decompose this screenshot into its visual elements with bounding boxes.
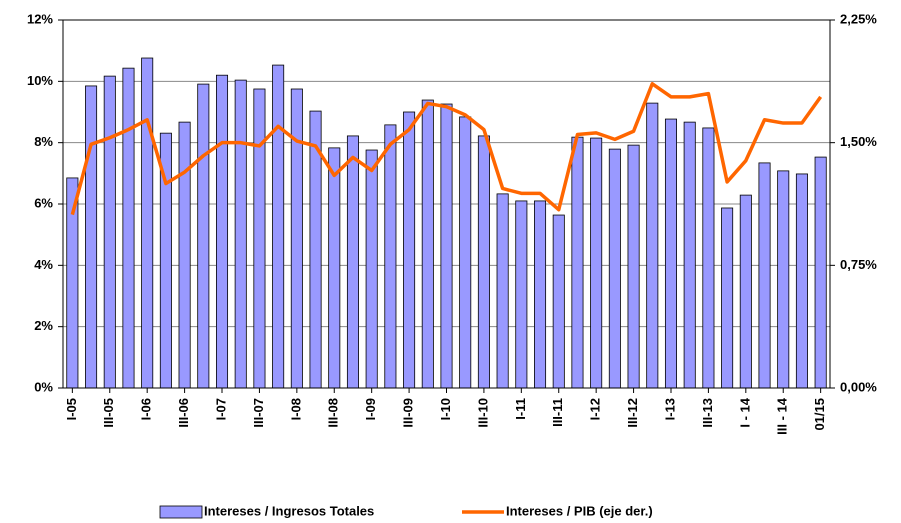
bar	[384, 124, 397, 389]
bar	[403, 111, 416, 389]
bar	[141, 57, 154, 389]
bar	[365, 149, 378, 389]
x-tick-label: III-05	[101, 398, 116, 428]
x-tick-label: III-12	[625, 398, 640, 428]
line	[70, 82, 823, 216]
bar	[739, 194, 752, 389]
bar	[515, 200, 528, 389]
bar	[683, 121, 696, 389]
bar	[421, 99, 434, 389]
x-tick-label: I-13	[662, 398, 677, 420]
bar	[590, 137, 603, 389]
bar	[272, 64, 285, 389]
bar	[758, 162, 771, 389]
y-tick-label: 0%	[34, 379, 53, 394]
bar	[103, 75, 116, 389]
bar	[496, 193, 509, 389]
y2-tick-label: 1,50%	[840, 134, 877, 149]
y2-tick-label: 0,00%	[840, 379, 877, 394]
x-tick-label: I-08	[288, 398, 303, 420]
y-tick-label: 6%	[34, 195, 53, 210]
bar	[234, 79, 247, 389]
legend-swatch	[159, 505, 203, 519]
bar	[85, 85, 98, 389]
bar	[664, 118, 678, 389]
x-tick-label: III-11	[550, 398, 565, 427]
bar	[627, 144, 640, 389]
bar	[702, 127, 715, 389]
bar	[459, 116, 472, 389]
bar	[814, 156, 827, 389]
x-tick-label: I-09	[363, 398, 378, 420]
x-tick-label: I-06	[139, 398, 154, 420]
x-tick-label: III-06	[176, 398, 191, 428]
y-tick-label: 10%	[27, 73, 53, 88]
bar	[346, 135, 359, 389]
bar	[534, 200, 547, 389]
x-tick-label: 01/15	[812, 398, 827, 431]
x-tick-label: III-10	[475, 398, 490, 428]
x-tick-label: I-05	[64, 398, 79, 420]
x-tick-label: I-10	[438, 398, 453, 420]
bar	[328, 147, 341, 389]
legend-label: Intereses / Ingresos Totales	[204, 503, 374, 518]
x-tick-label: III-13	[700, 398, 715, 428]
x-tick-label: III-08	[326, 398, 341, 428]
bar	[178, 121, 191, 389]
x-tick-label: I-07	[213, 398, 228, 420]
bar	[795, 173, 808, 389]
x-tick-label: I-11	[513, 398, 528, 420]
y2-tick-label: 2,25%	[840, 11, 877, 26]
bar	[122, 67, 135, 389]
y-tick-label: 2%	[34, 318, 53, 333]
bar	[646, 102, 659, 389]
y-tick-label: 4%	[34, 257, 53, 272]
x-tick-label: III-09	[401, 398, 416, 428]
bar	[215, 74, 229, 389]
x-tick-label: I-12	[588, 398, 603, 420]
bar	[440, 103, 453, 389]
bar	[721, 207, 734, 389]
x-tick-label: III - 14	[775, 397, 790, 435]
bar	[608, 148, 621, 389]
x-tick-label: III-07	[251, 398, 266, 428]
y2-tick-label: 0,75%	[840, 257, 877, 272]
bar	[197, 83, 210, 389]
bar	[571, 136, 584, 389]
bar	[552, 214, 565, 389]
y-tick-label: 12%	[27, 11, 53, 26]
legend-label: Intereses / PIB (eje der.)	[506, 503, 653, 518]
bar	[477, 135, 490, 389]
bar	[253, 88, 266, 389]
y-tick-label: 8%	[34, 134, 53, 149]
bar	[777, 170, 790, 389]
bar	[290, 88, 303, 389]
x-tick-label: I - 14	[737, 397, 752, 427]
